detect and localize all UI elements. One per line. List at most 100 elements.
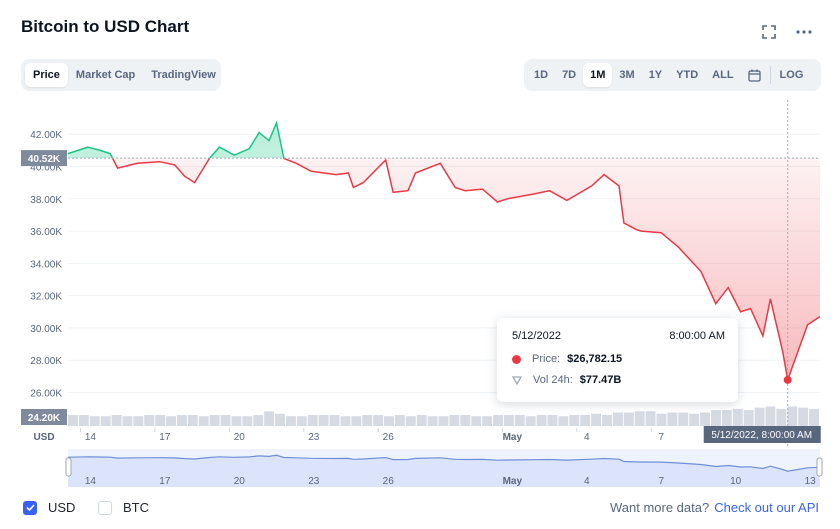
range-1y[interactable]: 1Y: [648, 69, 663, 81]
volume-bar: [307, 415, 318, 426]
x-tick-label: 20: [234, 432, 246, 443]
usd-checkbox[interactable]: [23, 500, 37, 515]
btc-label: BTC: [123, 500, 149, 515]
volume-bar: [536, 415, 547, 426]
tooltip-volume-label: Vol 24h:: [533, 374, 573, 386]
range-3m[interactable]: 3M: [619, 69, 635, 81]
volume-bar: [89, 416, 100, 426]
x-tick-label: 23: [308, 432, 320, 443]
btc-checkbox[interactable]: [98, 500, 112, 515]
volume-bar: [591, 413, 602, 426]
navigator-tick-label: May: [503, 476, 523, 487]
range-ytd[interactable]: YTD: [676, 69, 699, 81]
volume-bar: [220, 415, 231, 426]
view-tab-group: Price Market Cap TradingView: [21, 59, 221, 91]
navigator-tick-label: 4: [584, 476, 590, 487]
currency-usd-option[interactable]: USD: [23, 500, 75, 515]
volume-bar: [612, 412, 623, 426]
range-divider: [769, 66, 771, 84]
volume-bar: [460, 415, 471, 426]
y-tick-label: 26.00K: [30, 388, 62, 399]
volume-bar: [743, 410, 754, 426]
volume-bar: [166, 416, 176, 426]
navigator-tick-label: 20: [234, 476, 246, 487]
range-tab-group: 1D 7D 1M 3M 1Y YTD ALL LOG: [524, 59, 821, 91]
y-tick-label: 42.00K: [30, 130, 62, 141]
volume-bar: [449, 415, 460, 426]
tooltip-price-label: Price:: [532, 353, 561, 365]
navigator-tick-label: 14: [85, 476, 97, 487]
fullscreen-icon[interactable]: [759, 22, 779, 42]
volume-bar: [122, 416, 133, 426]
x-tick-label: 26: [383, 432, 395, 443]
volume-bar: [264, 411, 275, 426]
navigator-tick-label: 7: [658, 476, 664, 487]
tooltip-price-row: Price: $26,782.15: [512, 353, 622, 365]
volume-bar: [438, 416, 449, 426]
navigator-handle-left[interactable]: [65, 457, 72, 477]
volume-bar: [798, 407, 809, 426]
range-all[interactable]: ALL: [712, 69, 734, 81]
x-tick-label: 14: [85, 432, 97, 443]
more-options-icon[interactable]: [794, 22, 814, 42]
volume-bar: [209, 415, 220, 426]
volume-bar: [155, 415, 166, 426]
volume-bar: [340, 416, 351, 426]
volume-bar: [384, 416, 394, 426]
x-tick-label: 7: [658, 432, 664, 443]
range-7d[interactable]: 7D: [562, 69, 577, 81]
volume-bar: [198, 416, 209, 426]
api-link[interactable]: Check out our API: [714, 500, 819, 515]
calendar-icon[interactable]: [741, 63, 768, 87]
y-tick-label: 32.00K: [30, 292, 62, 303]
volume-bar: [275, 413, 285, 426]
price-dot-icon: [512, 354, 521, 364]
volume-bar: [394, 415, 405, 426]
currency-btc-option[interactable]: BTC: [98, 500, 149, 515]
volume-bar: [329, 415, 340, 426]
crosshair-point: [783, 375, 792, 384]
tooltip-time: 8:00:00 AM: [669, 330, 725, 342]
volume-bar: [231, 416, 242, 426]
volume-bar: [111, 415, 122, 426]
volume-bar: [656, 413, 667, 426]
volume-bar: [503, 415, 514, 426]
navigator-tick-label: 13: [805, 476, 817, 487]
tab-tradingview[interactable]: TradingView: [151, 69, 216, 81]
tooltip-volume-value: $77.47B: [579, 374, 622, 386]
log-scale-toggle[interactable]: LOG: [779, 69, 804, 81]
volume-bar: [765, 406, 776, 426]
volume-bar: [144, 415, 155, 426]
navigator-line: [67, 454, 821, 472]
navigator-tick-label: 17: [159, 476, 171, 487]
volume-bar: [362, 415, 373, 426]
navigator-tick-label: 26: [383, 476, 395, 487]
volume-bar: [623, 412, 634, 426]
baseline-label-bg: [21, 150, 67, 167]
navigator-handle-right[interactable]: [816, 457, 823, 477]
volume-bar: [373, 415, 384, 426]
volume-bar: [634, 411, 645, 426]
volume-bar: [602, 415, 612, 426]
tab-price[interactable]: Price: [25, 63, 68, 87]
usd-label: USD: [48, 500, 76, 515]
volume-bar: [711, 410, 721, 426]
volume-bar: [558, 416, 569, 426]
currency-axis-label: USD: [33, 432, 54, 443]
range-1m[interactable]: 1M: [583, 63, 613, 87]
volume-bar: [493, 415, 503, 426]
volume-bar: [547, 415, 558, 426]
tab-market-cap[interactable]: Market Cap: [75, 69, 136, 81]
volume-bar: [405, 416, 416, 426]
volume-bar: [787, 406, 798, 426]
x-tick-label: 4: [584, 432, 590, 443]
price-area-up: [68, 122, 284, 159]
volume-bar: [100, 416, 111, 426]
y-tick-label: 30.00K: [30, 324, 62, 335]
range-1d[interactable]: 1D: [534, 69, 549, 81]
volume-bar: [809, 408, 819, 426]
volume-bar: [525, 416, 536, 426]
volume-bar: [253, 415, 264, 426]
volume-bar: [176, 415, 187, 426]
